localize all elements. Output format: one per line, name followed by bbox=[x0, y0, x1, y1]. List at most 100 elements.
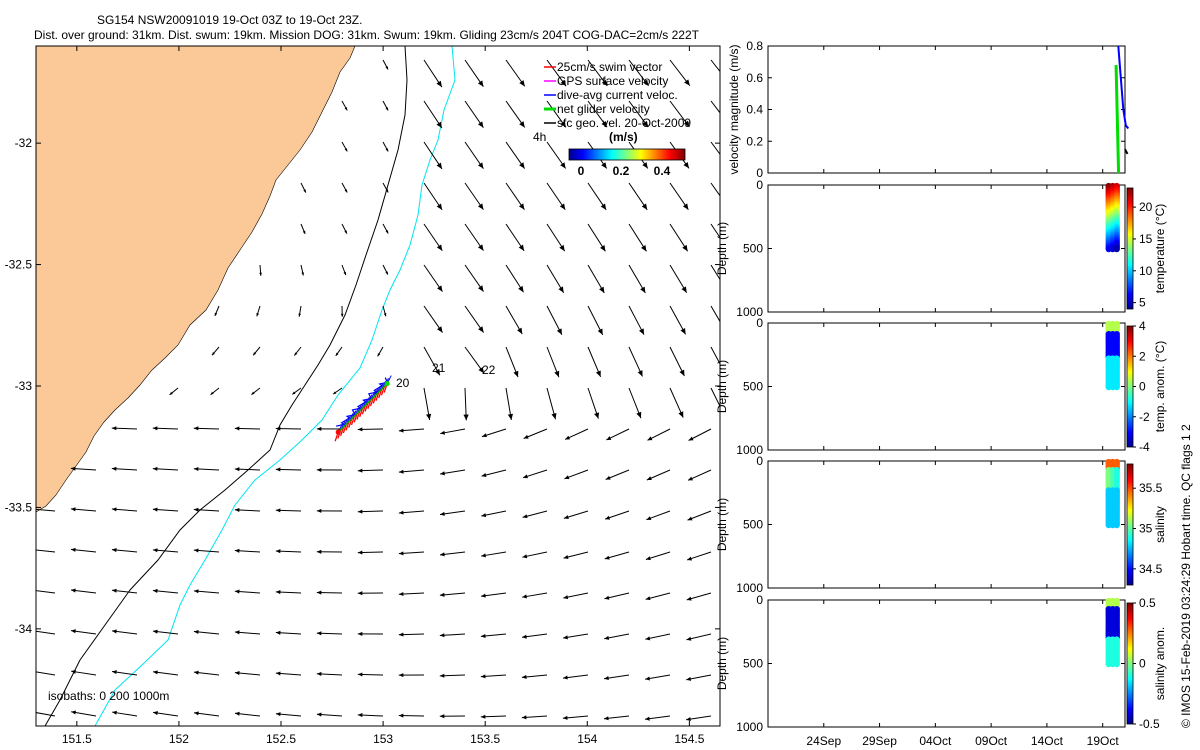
panel-ytick-label: 0 bbox=[756, 178, 763, 192]
geo-velocity-arrowhead bbox=[686, 717, 691, 722]
geo-velocity-arrowhead bbox=[71, 710, 76, 715]
geo-velocity-arrowhead bbox=[687, 516, 693, 521]
geo-velocity-arrowhead bbox=[385, 230, 389, 234]
geo-velocity-arrow bbox=[36, 671, 56, 676]
panel-colorbar bbox=[1126, 463, 1134, 586]
geo-velocity-arrowhead bbox=[601, 79, 608, 86]
geo-velocity-arrowhead bbox=[522, 634, 527, 639]
geo-velocity-arrowhead bbox=[152, 466, 158, 471]
geo-velocity-arrowhead bbox=[71, 669, 76, 674]
geo-velocity-arrowhead bbox=[234, 467, 240, 472]
colorbar-label: salinity anom. bbox=[1153, 627, 1167, 700]
geo-velocity-arrowhead bbox=[604, 676, 609, 681]
geo-velocity-arrow bbox=[710, 59, 720, 73]
geo-velocity-arrowhead bbox=[234, 507, 240, 513]
colorbar-label: salinity bbox=[1153, 506, 1167, 543]
geo-velocity-arrowhead bbox=[723, 286, 728, 292]
geo-velocity-arrowhead bbox=[357, 427, 363, 432]
colorbar-tick-label: -2 bbox=[1139, 410, 1150, 424]
geo-velocity-arrowhead bbox=[477, 162, 484, 169]
map-axes: 151.5 152 152.5 153 153.5 154 154.5 -32 -32.5 -33… bbox=[5, 46, 720, 746]
panel-ytick-label: 500 bbox=[743, 518, 763, 532]
dive-avg-track bbox=[336, 377, 389, 427]
geo-velocity-arrowhead bbox=[639, 328, 645, 335]
geo-velocity-arrowhead bbox=[724, 203, 730, 209]
geo-velocity-arrowhead bbox=[194, 711, 199, 716]
geo-velocity-arrowhead bbox=[603, 716, 609, 721]
geo-velocity-arrowhead bbox=[275, 549, 281, 554]
geo-velocity-arrowhead bbox=[477, 121, 484, 128]
colorbar-tick-label: -4 bbox=[1139, 440, 1150, 454]
geo-velocity-arrow bbox=[36, 630, 56, 635]
panel-ytick-label: 1000 bbox=[736, 443, 763, 457]
panel-ytick-label: 0.6 bbox=[746, 71, 763, 85]
geo-velocity-arrow bbox=[710, 182, 720, 197]
geo-velocity-arrowhead bbox=[259, 272, 262, 276]
panel-ytick-label: 1000 bbox=[736, 581, 763, 595]
geo-velocity-arrowhead bbox=[111, 588, 117, 593]
geo-velocity-arrowhead bbox=[645, 556, 651, 561]
panel-ytick-label: 500 bbox=[743, 657, 763, 671]
geo-velocity-arrowhead bbox=[111, 466, 117, 471]
colorbar-tick-label: 0 bbox=[1139, 380, 1146, 394]
geo-velocity-arrowhead bbox=[594, 412, 600, 419]
time-xtick-label: 09Oct bbox=[975, 734, 1008, 748]
geo-velocity-arrowhead bbox=[645, 676, 650, 681]
geo-velocity-arrowhead bbox=[193, 426, 199, 431]
geo-velocity-arrowhead bbox=[111, 507, 117, 512]
panel-ytick-label: 0.2 bbox=[746, 134, 763, 148]
geo-velocity-arrowhead bbox=[478, 326, 484, 333]
map-xtick-label: 154.5 bbox=[674, 732, 704, 746]
geo-velocity-arrowhead bbox=[302, 230, 306, 234]
map-ytick-label: -32.5 bbox=[5, 258, 33, 272]
colorbar-tick-label: 5 bbox=[1139, 296, 1146, 310]
geo-velocity-arrowhead bbox=[30, 588, 35, 592]
colorbar-label: temperature (°C) bbox=[1153, 204, 1167, 294]
geo-velocity-arrowhead bbox=[357, 509, 363, 514]
geo-velocity-arrow bbox=[710, 305, 720, 323]
geo-velocity-arrowhead bbox=[234, 711, 240, 716]
geo-velocity-arrowhead bbox=[679, 369, 685, 377]
geo-velocity-arrowhead bbox=[522, 514, 528, 519]
track-end-marker bbox=[384, 381, 390, 387]
geo-velocity-arrowhead bbox=[398, 551, 404, 556]
geo-velocity-arrowhead bbox=[551, 412, 557, 420]
geo-velocity-arrowhead bbox=[357, 591, 363, 596]
geo-velocity-arrowhead bbox=[439, 552, 445, 557]
colorbar-tick-0: 0 bbox=[578, 164, 585, 178]
geo-velocity-arrowhead bbox=[522, 594, 527, 599]
panel-ytick-label: 0 bbox=[756, 593, 763, 607]
geo-velocity-arrowhead bbox=[275, 589, 281, 595]
geo-velocity-arrowhead bbox=[344, 189, 348, 193]
colorbar-tick-label: 35 bbox=[1139, 522, 1153, 536]
geo-velocity-arrowhead bbox=[562, 715, 568, 720]
geo-velocity-arrowhead bbox=[595, 370, 601, 377]
geo-velocity-arrowhead bbox=[112, 670, 117, 675]
panel-ylabel: Depth (m) bbox=[715, 222, 729, 275]
colorbar-tick-label: 20 bbox=[1139, 200, 1153, 214]
geo-velocity-arrowhead bbox=[398, 428, 404, 433]
geo-velocity-arrowhead bbox=[439, 633, 445, 638]
geo-velocity-arrowhead bbox=[234, 548, 240, 553]
geo-velocity-arrow bbox=[710, 141, 720, 156]
geo-velocity-arrowhead bbox=[684, 79, 690, 86]
geo-velocity-arrowhead bbox=[519, 121, 525, 128]
title-line-1: SG154 NSW20091019 19-Oct 03Z to 19-Oct 2… bbox=[97, 13, 363, 27]
geo-velocity-arrowhead bbox=[477, 203, 484, 210]
geo-velocity-arrowhead bbox=[152, 426, 158, 431]
geo-velocity-arrowhead bbox=[303, 189, 306, 193]
panel-colorbar bbox=[1126, 602, 1134, 725]
geo-velocity-arrowhead bbox=[563, 595, 569, 600]
legend-scale-label: 4h bbox=[533, 130, 546, 144]
time-xtick-label: 14Oct bbox=[1031, 734, 1064, 748]
geo-velocity-arrowhead bbox=[521, 674, 527, 679]
geo-velocity-arrowhead bbox=[398, 591, 404, 597]
geo-velocity-arrowhead bbox=[234, 671, 240, 676]
geo-velocity-arrowhead bbox=[193, 670, 199, 675]
geo-velocity-arrowhead bbox=[152, 548, 158, 553]
geo-velocity-arrow bbox=[710, 346, 720, 365]
geo-velocity-arrowhead bbox=[683, 162, 689, 169]
geo-velocity-arrowhead bbox=[112, 710, 117, 715]
